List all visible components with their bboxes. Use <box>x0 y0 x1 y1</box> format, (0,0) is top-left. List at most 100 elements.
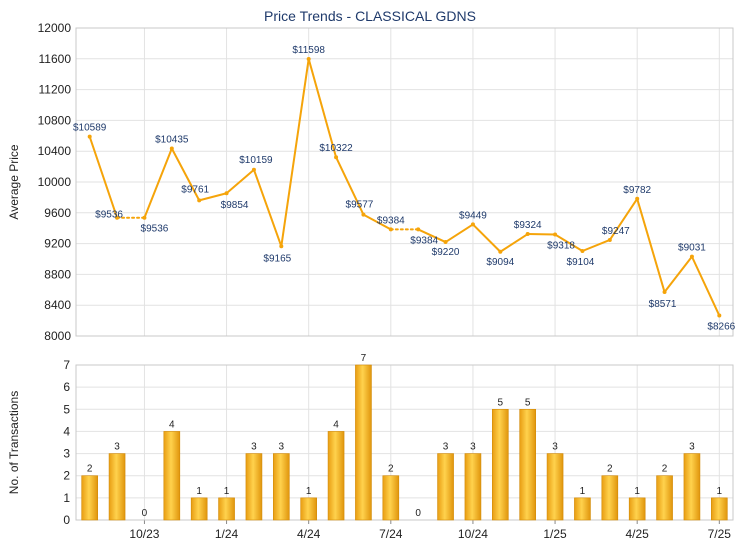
transaction-count-label: 2 <box>388 464 394 475</box>
price-line-segment <box>143 147 173 219</box>
transactions-axis-tick: 0 <box>63 513 70 527</box>
price-point <box>251 167 256 172</box>
price-data-label: $9104 <box>567 257 595 268</box>
price-point <box>416 227 421 232</box>
transaction-count-label: 1 <box>580 486 586 497</box>
price-line-segment <box>335 156 365 216</box>
transactions-bar-panel: 0 1 2 3 4 5 6 7 10/23 1/24 4/24 7/24 10/24 1/25 4/25 7/… <box>7 353 734 541</box>
price-data-label: $10159 <box>239 155 273 166</box>
price-data-label: $9318 <box>547 241 575 252</box>
transaction-count-label: 3 <box>689 442 695 453</box>
transactions-axis-tick: 7 <box>63 358 70 372</box>
price-line-segment <box>581 238 611 252</box>
price-point <box>689 254 694 259</box>
price-data-label: $8571 <box>649 299 677 310</box>
transactions-axis-tick: 3 <box>63 447 70 461</box>
transactions-axis-tick: 6 <box>63 380 70 394</box>
transaction-bar <box>628 497 646 521</box>
price-axis-tick: 8800 <box>44 267 71 281</box>
price-line-segment <box>362 213 392 231</box>
transaction-count-label: 2 <box>87 464 93 475</box>
price-line-segment <box>690 255 721 317</box>
transaction-bar <box>711 497 728 521</box>
price-line-segment <box>88 135 119 219</box>
transaction-bar <box>546 453 564 521</box>
price-data-label: $9854 <box>221 200 249 211</box>
price-data-label: $10322 <box>319 143 353 154</box>
transaction-bar <box>108 453 126 521</box>
price-plot-frame <box>75 27 734 337</box>
transaction-bar <box>273 453 290 521</box>
transaction-bar <box>437 453 454 521</box>
transaction-count-label: 2 <box>607 464 613 475</box>
x-axis-tick-label: 4/24 <box>297 527 321 541</box>
price-point <box>142 215 147 220</box>
transactions-axis-tick: 4 <box>63 424 70 438</box>
price-data-label: $9384 <box>410 235 438 246</box>
price-data-label: $9165 <box>263 253 291 264</box>
transaction-count-label: 1 <box>224 486 230 497</box>
transaction-bar <box>300 497 317 521</box>
price-data-label: $10435 <box>155 135 189 146</box>
price-line-segment <box>608 197 639 241</box>
transaction-count-label: 2 <box>662 464 668 475</box>
price-axis-tick: 9200 <box>44 237 71 251</box>
price-point <box>169 146 174 151</box>
price-data-label: $9782 <box>623 185 651 196</box>
price-line-segment <box>663 255 693 294</box>
price-data-label: $9220 <box>432 247 460 258</box>
price-point <box>361 212 366 217</box>
price-line-segment <box>225 168 255 195</box>
transaction-bar <box>574 497 591 521</box>
price-line-segment <box>252 168 283 248</box>
transaction-count-label: 5 <box>525 397 531 408</box>
price-axis-tick: 9600 <box>44 206 71 220</box>
price-data-label: $9536 <box>95 210 123 221</box>
transactions-axis-tick: 1 <box>63 491 70 505</box>
x-axis-tick-label: 7/24 <box>379 527 403 541</box>
price-line-segment <box>307 57 338 159</box>
price-axis-title: Average Price <box>7 144 21 219</box>
x-axis-tick-label: 10/24 <box>458 527 488 541</box>
transaction-bar <box>190 497 208 521</box>
x-axis-tick-label: 10/23 <box>129 527 159 541</box>
price-point <box>87 134 92 139</box>
x-axis-tick-label: 1/24 <box>215 527 239 541</box>
transaction-bar <box>382 475 400 521</box>
price-point <box>224 191 229 196</box>
price-line-segment <box>170 147 201 202</box>
transaction-count-label: 3 <box>251 442 257 453</box>
price-point <box>279 244 284 249</box>
price-point <box>470 222 475 227</box>
transaction-bar <box>656 475 673 521</box>
price-line-segment <box>554 233 584 252</box>
x-axis-tick-label: 7/25 <box>708 527 732 541</box>
price-point <box>498 249 503 254</box>
transaction-count-label: 5 <box>498 397 504 408</box>
price-point <box>580 248 585 253</box>
transaction-count-label: 0 <box>142 508 148 519</box>
transaction-count-label: 4 <box>333 419 339 430</box>
x-axis-tick-label: 4/25 <box>626 527 650 541</box>
price-point <box>553 232 558 237</box>
price-point <box>662 290 667 295</box>
price-axis-tick: 11600 <box>39 52 72 66</box>
price-axis-tick: 11200 <box>39 83 72 97</box>
price-point <box>717 313 722 318</box>
price-data-label: $9031 <box>678 243 706 254</box>
price-line-segment <box>417 228 447 244</box>
transactions-axis-tick: 2 <box>63 469 70 483</box>
transaction-count-label: 1 <box>634 486 640 497</box>
price-data-label: $9324 <box>514 220 542 231</box>
transaction-count-label: 1 <box>717 486 723 497</box>
transaction-count-label: 3 <box>279 442 285 453</box>
transaction-bar <box>245 453 263 521</box>
transaction-bar <box>492 408 509 521</box>
price-line-segment <box>636 197 666 294</box>
price-axis-tick: 8000 <box>44 329 71 343</box>
price-data-label: $9094 <box>486 257 514 268</box>
price-line-segment <box>499 233 529 253</box>
transaction-count-label: 3 <box>470 442 476 453</box>
price-data-label: $9247 <box>602 226 630 237</box>
